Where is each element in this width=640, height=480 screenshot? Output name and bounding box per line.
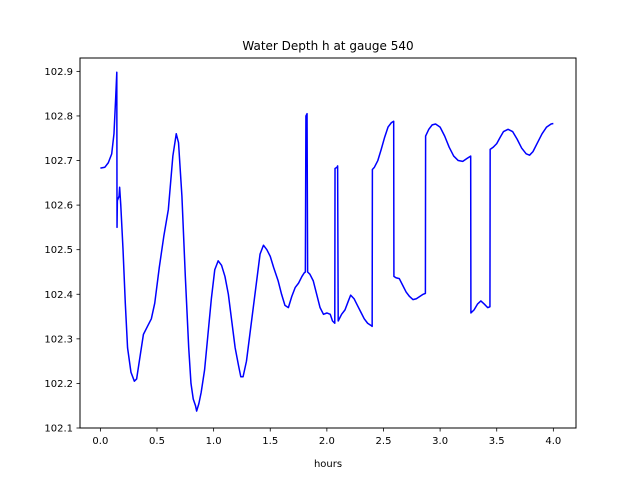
y-tick-label: 102.5	[44, 245, 73, 256]
x-axis: 0.0 0.5 1.0 1.5 2.0 2.5 3.0 3.5 4.0	[92, 428, 561, 447]
y-tick-label: 102.6	[44, 201, 73, 212]
y-tick-label: 102.1	[44, 424, 73, 435]
x-axis-label: hours	[314, 459, 342, 470]
x-tick-label: 3.0	[432, 436, 448, 447]
series-line	[100, 71, 554, 412]
x-tick-label: 2.5	[376, 436, 392, 447]
x-tick-label: 0.0	[92, 436, 108, 447]
y-tick-label: 102.7	[44, 156, 73, 167]
y-tick-label: 102.9	[44, 67, 73, 78]
axes-frame	[79, 57, 577, 429]
y-axis: 102.1 102.2 102.3 102.4 102.5 102.6 102.7 102.8…	[44, 67, 80, 435]
y-tick-label: 102.2	[44, 379, 73, 390]
chart-title: Water Depth h at gauge 540	[242, 39, 413, 53]
x-tick-label: 1.5	[262, 436, 278, 447]
y-tick-label: 102.4	[44, 290, 73, 301]
x-tick-label: 1.0	[206, 436, 222, 447]
y-tick-label: 102.3	[44, 334, 73, 345]
x-tick-label: 0.5	[149, 436, 165, 447]
x-tick-label: 3.5	[489, 436, 505, 447]
y-tick-label: 102.8	[44, 111, 73, 122]
plot-area	[79, 57, 577, 429]
x-tick-label: 4.0	[545, 436, 561, 447]
x-tick-label: 2.0	[319, 436, 335, 447]
